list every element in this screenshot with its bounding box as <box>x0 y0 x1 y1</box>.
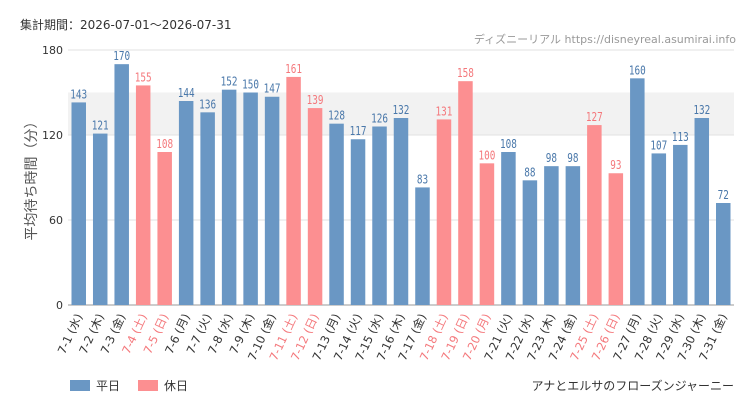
data-label: 139 <box>307 93 324 107</box>
data-label: 144 <box>178 86 195 100</box>
data-label: 136 <box>199 97 216 111</box>
y-tick-label: 60 <box>49 214 63 227</box>
data-label: 88 <box>524 165 535 179</box>
bar <box>415 187 430 305</box>
legend-holiday-label: 休日 <box>164 379 189 393</box>
data-label: 126 <box>371 111 388 125</box>
data-label: 160 <box>629 63 646 77</box>
bar <box>501 152 516 305</box>
legend: 平日 休日 <box>70 377 206 394</box>
y-tick-label: 0 <box>56 299 63 312</box>
period-label: 集計期間：2026-07-01～2026-07-31 <box>20 18 232 32</box>
data-label: 117 <box>350 124 367 138</box>
bar <box>630 78 645 305</box>
bar <box>92 133 108 305</box>
data-label: 108 <box>500 137 517 151</box>
bar <box>651 153 667 305</box>
bar <box>522 180 538 305</box>
data-label: 128 <box>328 109 345 123</box>
data-label: 152 <box>221 75 238 89</box>
attraction-name: アナとエルサのフローズンジャーニー <box>531 379 734 393</box>
bar <box>565 166 581 305</box>
data-label: 132 <box>693 103 710 117</box>
legend-weekday: 平日 <box>70 377 120 394</box>
source-label: ディズニーリアル https://disneyreal.asumirai.inf… <box>473 33 736 46</box>
data-label: 121 <box>92 118 109 132</box>
data-label: 107 <box>650 138 667 152</box>
legend-holiday: 休日 <box>138 377 188 394</box>
legend-holiday-swatch <box>138 380 159 391</box>
bar <box>544 166 559 305</box>
data-label: 108 <box>156 137 173 151</box>
legend-weekday-swatch <box>70 380 90 391</box>
bar <box>350 139 366 305</box>
data-label: 83 <box>417 172 428 186</box>
bar <box>200 112 215 305</box>
data-label: 161 <box>285 62 302 76</box>
data-label: 100 <box>478 148 495 162</box>
bar <box>458 81 473 306</box>
bar <box>587 125 602 305</box>
y-tick-label: 180 <box>42 44 63 57</box>
bar <box>694 118 710 305</box>
data-label: 127 <box>586 110 603 124</box>
data-label: 150 <box>242 77 259 91</box>
bar <box>436 119 452 306</box>
bar <box>716 203 731 305</box>
data-label: 155 <box>135 70 152 84</box>
data-label: 158 <box>457 66 474 80</box>
data-label: 98 <box>546 151 557 165</box>
y-tick-label: 120 <box>42 129 63 142</box>
bar <box>307 108 323 305</box>
bar <box>178 101 194 305</box>
bar <box>71 102 86 306</box>
legend-weekday-label: 平日 <box>96 379 121 393</box>
data-label: 147 <box>264 82 281 96</box>
bar <box>608 173 624 305</box>
data-label: 93 <box>610 158 621 172</box>
bar <box>286 76 301 306</box>
bar <box>372 126 387 305</box>
data-label: 170 <box>113 49 130 63</box>
bar <box>329 123 344 306</box>
y-axis-title: 平均待ち時間（分） <box>24 115 40 241</box>
bar <box>157 152 172 305</box>
data-label: 132 <box>393 103 410 117</box>
bar <box>135 85 151 306</box>
data-label: 72 <box>718 188 729 202</box>
data-label: 98 <box>567 151 578 165</box>
bar <box>393 118 409 305</box>
bar <box>114 64 129 306</box>
data-label: 143 <box>70 87 87 101</box>
bar <box>243 92 258 305</box>
bar <box>673 144 688 305</box>
bar <box>479 163 495 305</box>
data-label: 113 <box>672 130 689 144</box>
data-label: 131 <box>436 104 453 118</box>
bar <box>221 89 237 306</box>
bar <box>264 96 280 305</box>
